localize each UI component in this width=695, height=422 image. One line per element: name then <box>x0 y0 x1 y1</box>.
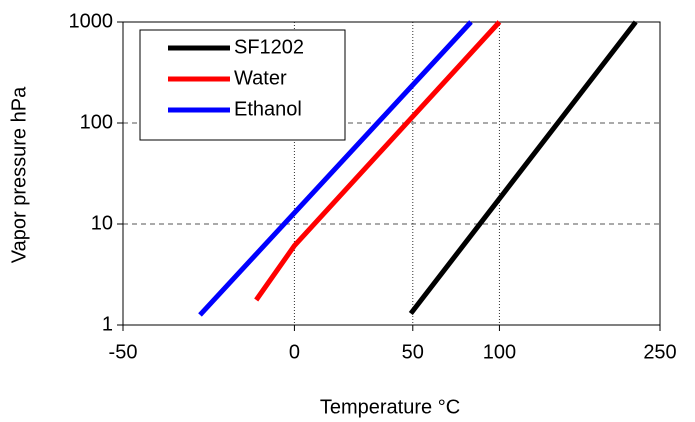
x-tick-label: 250 <box>643 341 676 363</box>
legend-label: Ethanol <box>234 98 302 120</box>
y-tick-label: 1000 <box>69 10 114 32</box>
y-axis-label: Vapor pressure hPa <box>8 86 30 263</box>
series-line <box>198 20 473 317</box>
series-line <box>254 20 502 302</box>
legend-label: SF1202 <box>234 36 304 58</box>
legend-label: Water <box>234 67 287 89</box>
y-tick-label: 100 <box>80 111 113 133</box>
x-tick-label: 100 <box>483 341 516 363</box>
y-tick-label: 10 <box>91 212 113 234</box>
x-tick-label: 0 <box>289 341 300 363</box>
plot-frame <box>122 21 661 326</box>
y-tick-label: 1 <box>102 313 113 335</box>
x-tick-label: -50 <box>109 341 138 363</box>
series-line <box>408 20 638 316</box>
legend-box <box>139 29 346 141</box>
x-axis-label: Temperature °C <box>320 396 460 418</box>
x-tick-label: 50 <box>402 341 424 363</box>
